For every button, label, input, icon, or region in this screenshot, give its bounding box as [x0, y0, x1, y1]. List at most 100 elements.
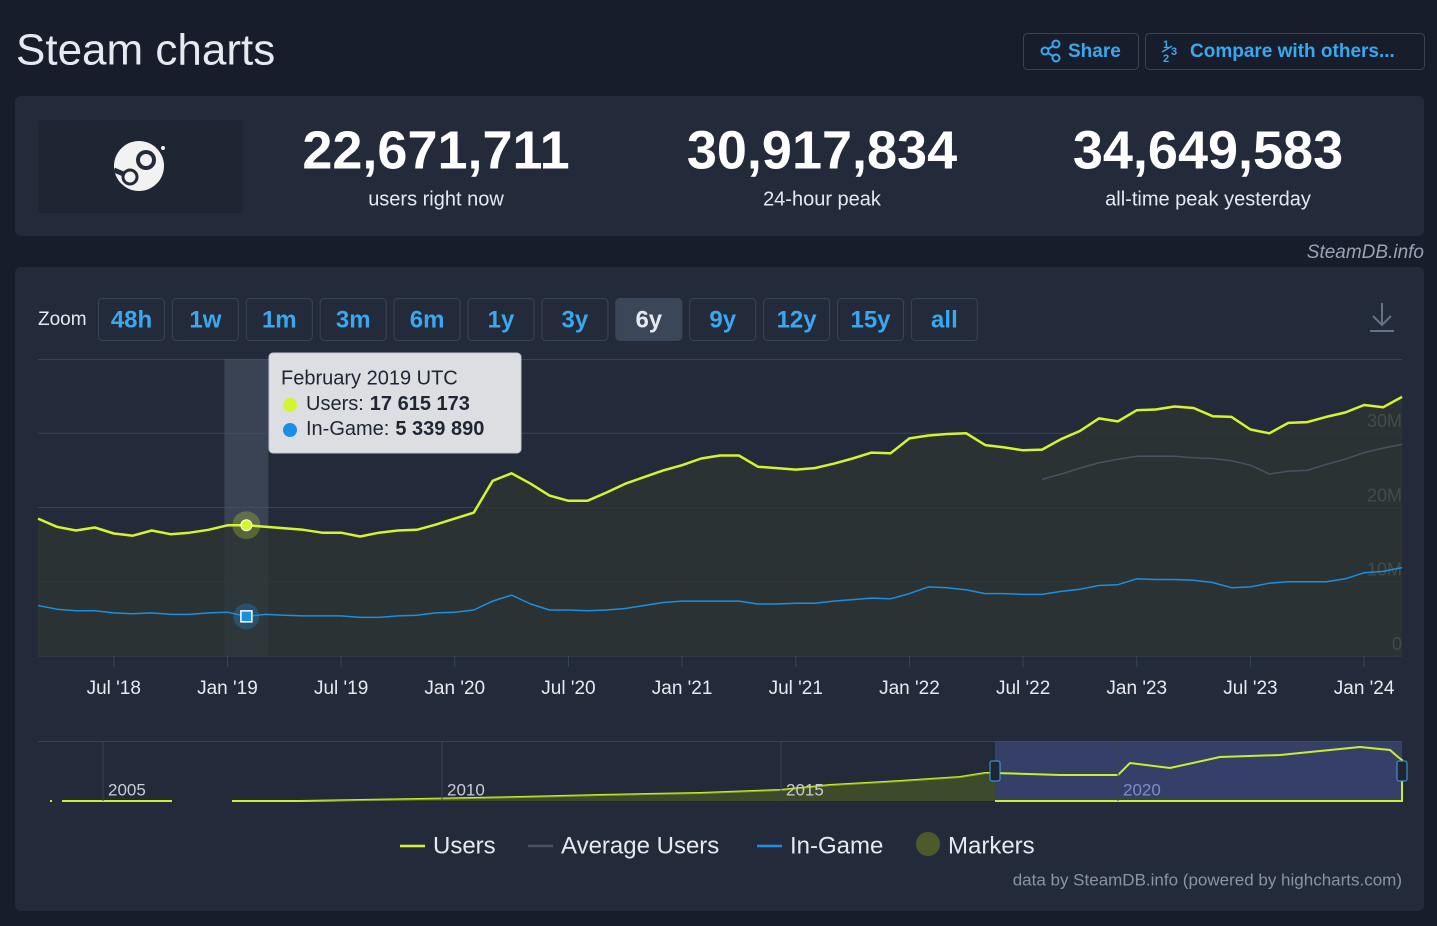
- x-tick-label: Jul '21: [769, 678, 823, 699]
- zoom-button[interactable]: 48h: [98, 298, 165, 341]
- zoom-button[interactable]: 3y: [541, 298, 609, 341]
- legend-label[interactable]: Average Users: [561, 832, 719, 859]
- zoom-button-box[interactable]: [245, 298, 313, 341]
- x-tick-label: Jan '19: [197, 678, 258, 699]
- x-tick-label: Jul '20: [541, 678, 595, 699]
- zoom-button[interactable]: 6y: [615, 298, 683, 341]
- zoom-button-label[interactable]: 1m: [262, 306, 297, 333]
- x-tick-label: Jan '20: [424, 678, 485, 699]
- stats-panel: [15, 96, 1424, 236]
- zoom-button[interactable]: 15y: [837, 298, 904, 341]
- x-tick-label: Jan '22: [879, 678, 940, 699]
- navigator-label: 2015: [786, 780, 824, 799]
- zoom-button[interactable]: 12y: [763, 298, 831, 341]
- tooltip-box: [268, 352, 522, 454]
- stat-value: 30,917,834: [687, 120, 957, 180]
- x-tick-label: Jul '22: [996, 678, 1050, 699]
- zoom-button-box[interactable]: [467, 298, 535, 341]
- svg-text:2: 2: [1163, 53, 1169, 65]
- zoom-button-box[interactable]: [689, 298, 757, 341]
- stat-label: all-time peak yesterday: [1105, 188, 1311, 210]
- navigator-handle[interactable]: [989, 760, 1001, 782]
- hover-point: [240, 610, 253, 623]
- zoom-button-label[interactable]: all: [931, 306, 958, 333]
- share-button[interactable]: Share: [1023, 33, 1139, 70]
- zoom-button[interactable]: 1w: [171, 298, 239, 341]
- share-icon: [1040, 39, 1061, 63]
- zoom-label: Zoom: [38, 309, 87, 330]
- navigator-selection[interactable]: [995, 741, 1402, 801]
- zoom-button-box[interactable]: [910, 298, 978, 341]
- zoom-button[interactable]: 1m: [245, 298, 313, 341]
- legend-item[interactable]: Markers: [916, 832, 1035, 859]
- tooltip-value: 5 339 890: [395, 418, 484, 440]
- zoom-button-box[interactable]: [393, 298, 461, 341]
- compare-button-box[interactable]: [1145, 33, 1425, 70]
- stat-label: users right now: [368, 188, 504, 210]
- navigator-label: 2005: [108, 780, 146, 799]
- tooltip-swatch: [283, 398, 297, 412]
- tooltip-value: 17 615 173: [370, 393, 470, 415]
- series-line: [1041, 443, 1403, 481]
- zoom-button-box[interactable]: [837, 298, 904, 341]
- tooltip: February 2019 UTC Users: 17 615 173 In-Game…: [268, 352, 522, 454]
- series-line: [37, 395, 1403, 538]
- zoom-button-label[interactable]: 3m: [336, 306, 371, 333]
- compare-button[interactable]: 132 Compare with others...: [1145, 33, 1425, 70]
- share-label[interactable]: Share: [1068, 41, 1121, 62]
- svg-text:3: 3: [1171, 46, 1177, 58]
- legend-item[interactable]: Average Users: [528, 832, 719, 859]
- x-tick-label: Jul '23: [1223, 678, 1277, 699]
- zoom-button-box[interactable]: [171, 298, 239, 341]
- zoom-button-box[interactable]: [319, 298, 387, 341]
- compare-label[interactable]: Compare with others...: [1190, 41, 1395, 62]
- legend-label[interactable]: In-Game: [790, 832, 883, 859]
- zoom-button-label[interactable]: 1y: [488, 306, 515, 333]
- steam-logo: [113, 141, 165, 191]
- zoom-button-label[interactable]: 6y: [635, 306, 662, 333]
- hover-point: [240, 519, 253, 532]
- compare-icon: 132: [1161, 39, 1177, 65]
- zoom-buttons: 48h 1w 1m 3m 6m 1y 3y 6y 9y 12y 15y all: [98, 298, 978, 341]
- zoom-button[interactable]: all: [910, 298, 978, 341]
- zoom-button[interactable]: 1y: [467, 298, 535, 341]
- zoom-button-label[interactable]: 1w: [189, 306, 221, 333]
- legend-label[interactable]: Markers: [948, 832, 1035, 859]
- zoom-button[interactable]: 3m: [319, 298, 387, 341]
- tooltip-line: Users: 17 615 173: [306, 393, 470, 415]
- zoom-button[interactable]: 6m: [393, 298, 461, 341]
- x-tick-label: Jan '21: [652, 678, 713, 699]
- zoom-button-label[interactable]: 6m: [410, 306, 445, 333]
- stat-label: 24-hour peak: [763, 188, 882, 210]
- zoom-button[interactable]: 9y: [689, 298, 757, 341]
- zoom-button-label[interactable]: 48h: [111, 306, 152, 333]
- zoom-button-box[interactable]: [615, 298, 683, 341]
- x-tick-label: Jul '19: [314, 678, 368, 699]
- navigator-area: [232, 773, 995, 801]
- legend-swatch[interactable]: [916, 832, 940, 856]
- x-tick-label: Jul '18: [87, 678, 141, 699]
- zoom-button-label[interactable]: 3y: [562, 306, 589, 333]
- zoom-button-box[interactable]: [763, 298, 831, 341]
- stat-value: 22,671,711: [302, 120, 569, 180]
- legend-item[interactable]: In-Game: [757, 832, 883, 859]
- zoom-button-label[interactable]: 9y: [709, 306, 736, 333]
- x-tick-label: Jan '24: [1334, 678, 1395, 699]
- legend: Users Average Users In-Game Markers: [400, 832, 1035, 859]
- navigator-labels: 2005 2010 2015 2020: [102, 741, 1161, 801]
- stat-value: 34,649,583: [1073, 120, 1343, 180]
- legend-label[interactable]: Users: [433, 832, 496, 859]
- tooltip-swatch: [283, 423, 297, 437]
- zoom-button-box[interactable]: [98, 298, 165, 341]
- zoom-button-label[interactable]: 15y: [850, 306, 891, 333]
- download-icon[interactable]: [1370, 303, 1394, 332]
- navigator: 2005 2010 2015 2020: [38, 741, 1408, 802]
- legend-item[interactable]: Users: [400, 832, 496, 859]
- navigator-handle[interactable]: [1396, 760, 1408, 782]
- zoom-button-box[interactable]: [541, 298, 609, 341]
- zoom-button-label[interactable]: 12y: [777, 306, 818, 333]
